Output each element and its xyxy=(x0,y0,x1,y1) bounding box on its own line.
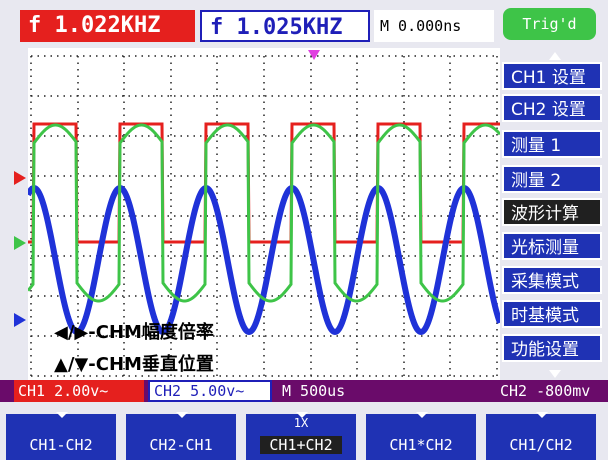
menu-item-6[interactable]: 采集模式 xyxy=(502,266,602,294)
softkey-label: CH1/CH2 xyxy=(509,436,573,454)
scroll-up-icon[interactable] xyxy=(549,52,561,60)
time-offset-readout: M 0.000ns xyxy=(374,10,494,42)
softkey-notch-icon xyxy=(296,412,308,418)
menu-item-2[interactable]: 测量 1 xyxy=(502,130,602,158)
ch1-level-marker xyxy=(14,171,26,185)
softkey-2[interactable]: 1X CH1+CH2 xyxy=(246,412,356,460)
status-bar: CH1 2.00v~ CH2 5.00v~ M 500us CH2 -800mv xyxy=(0,380,608,402)
softkey-bar: CH1-CH2 CH2-CH1 1X CH1+CH2 CH1*CH2 CH1/CH2 xyxy=(0,402,608,460)
math-level-marker xyxy=(14,236,26,250)
menu-item-5[interactable]: 光标测量 xyxy=(502,232,602,260)
ch2-level-marker xyxy=(14,313,26,327)
trigger-status-badge: Trig'd xyxy=(503,8,596,40)
waveform-display: ◀/▶-CHM幅度倍率 ▲/▼-CHM垂直位置 xyxy=(28,48,500,380)
softkey-4[interactable]: CH1/CH2 xyxy=(486,412,596,460)
menu-item-1[interactable]: CH2 设置 xyxy=(502,94,602,122)
ch2-frequency-readout: f 1.025KHZ xyxy=(200,10,370,42)
menu-item-0[interactable]: CH1 设置 xyxy=(502,62,602,90)
waveform-canvas xyxy=(28,50,500,377)
math-waveform xyxy=(28,123,500,303)
trigger-position-marker xyxy=(308,50,320,60)
ch2-waveform xyxy=(28,184,500,336)
hint-line-2: ▲/▼-CHM垂直位置 xyxy=(54,350,214,376)
softkey-0[interactable]: CH1-CH2 xyxy=(6,412,116,460)
top-info-bar: f 1.022KHZ f 1.025KHZ M 0.000ns Trig'd xyxy=(0,0,608,48)
softkey-notch-icon xyxy=(56,412,68,418)
menu-item-8[interactable]: 功能设置 xyxy=(502,334,602,362)
softkey-label: CH1+CH2 xyxy=(260,436,342,454)
softkey-notch-icon xyxy=(416,412,428,418)
hint-position-text: -CHM垂直位置 xyxy=(88,354,214,375)
function-menu: CH1 设置 CH2 设置 测量 1 测量 2 波形计算光标测量采集模式时基模式功能设置 xyxy=(502,48,608,380)
left-right-arrows-icon: ◀/▶ xyxy=(54,322,89,343)
softkey-sub-label: 1X xyxy=(293,416,309,430)
trigger-level-readout: CH2 -800mv xyxy=(500,382,591,400)
ch2-scale-readout: CH2 5.00v~ xyxy=(148,380,272,402)
ch1-scale-readout: CH1 2.00v~ xyxy=(14,380,144,402)
softkey-label: CH2-CH1 xyxy=(149,436,213,454)
softkey-3[interactable]: CH1*CH2 xyxy=(366,412,476,460)
timebase-readout: M 500us xyxy=(282,382,346,400)
softkey-notch-icon xyxy=(176,412,188,418)
softkey-notch-icon xyxy=(536,412,548,418)
softkey-1[interactable]: CH2-CH1 xyxy=(126,412,236,460)
softkey-label: CH1-CH2 xyxy=(29,436,93,454)
hint-line-1: ◀/▶-CHM幅度倍率 xyxy=(54,318,214,344)
scroll-down-icon[interactable] xyxy=(549,370,561,378)
up-down-arrows-icon: ▲/▼ xyxy=(54,354,89,375)
softkey-label: CH1*CH2 xyxy=(389,436,453,454)
menu-item-3[interactable]: 测量 2 xyxy=(502,165,602,193)
ch1-frequency-readout: f 1.022KHZ xyxy=(20,10,195,42)
menu-item-7[interactable]: 时基模式 xyxy=(502,300,602,328)
hint-amplitude-text: -CHM幅度倍率 xyxy=(88,322,214,343)
menu-item-4[interactable]: 波形计算 xyxy=(502,198,602,226)
